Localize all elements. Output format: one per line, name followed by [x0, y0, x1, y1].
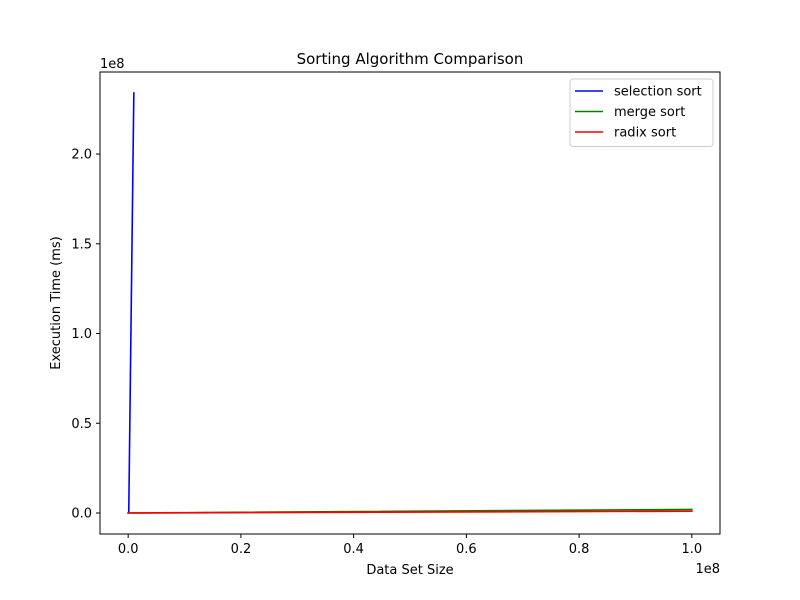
- legend-box: [569, 78, 714, 147]
- x-axis-label: Data Set Size: [366, 563, 453, 578]
- series-line-radix-sort: [127, 510, 693, 514]
- legend: selection sort merge sort radix sort: [569, 78, 714, 147]
- x-tick-label: 0.2: [231, 542, 252, 557]
- plot-content: [127, 92, 693, 514]
- y-axis: 0.0 0.5 1.0 1.5 2.0: [71, 148, 100, 522]
- x-tick-label: 0.6: [456, 542, 477, 557]
- y-offset-label: 1e8: [100, 57, 125, 72]
- x-tick-label: 1.0: [681, 542, 702, 557]
- x-tick-label: 0.4: [343, 542, 364, 557]
- x-axis: 0.0 0.2 0.4 0.6 0.8 1.0: [118, 534, 702, 557]
- plot-frame: [99, 71, 721, 535]
- chart-title: Sorting Algorithm Comparison: [297, 50, 524, 68]
- y-tick-label: 1.0: [71, 327, 92, 342]
- legend-label: radix sort: [614, 126, 676, 141]
- x-tick-label: 0.8: [569, 542, 590, 557]
- legend-label: selection sort: [614, 85, 702, 100]
- x-offset-label: 1e8: [695, 562, 720, 577]
- y-tick-label: 1.5: [71, 237, 92, 252]
- y-tick-label: 2.0: [71, 148, 92, 163]
- y-tick-label: 0.5: [71, 417, 92, 432]
- y-tick-label: 0.0: [71, 507, 92, 522]
- y-axis-label: Execution Time (ms): [49, 236, 64, 369]
- x-tick-label: 0.0: [118, 542, 139, 557]
- legend-label: merge sort: [614, 105, 685, 120]
